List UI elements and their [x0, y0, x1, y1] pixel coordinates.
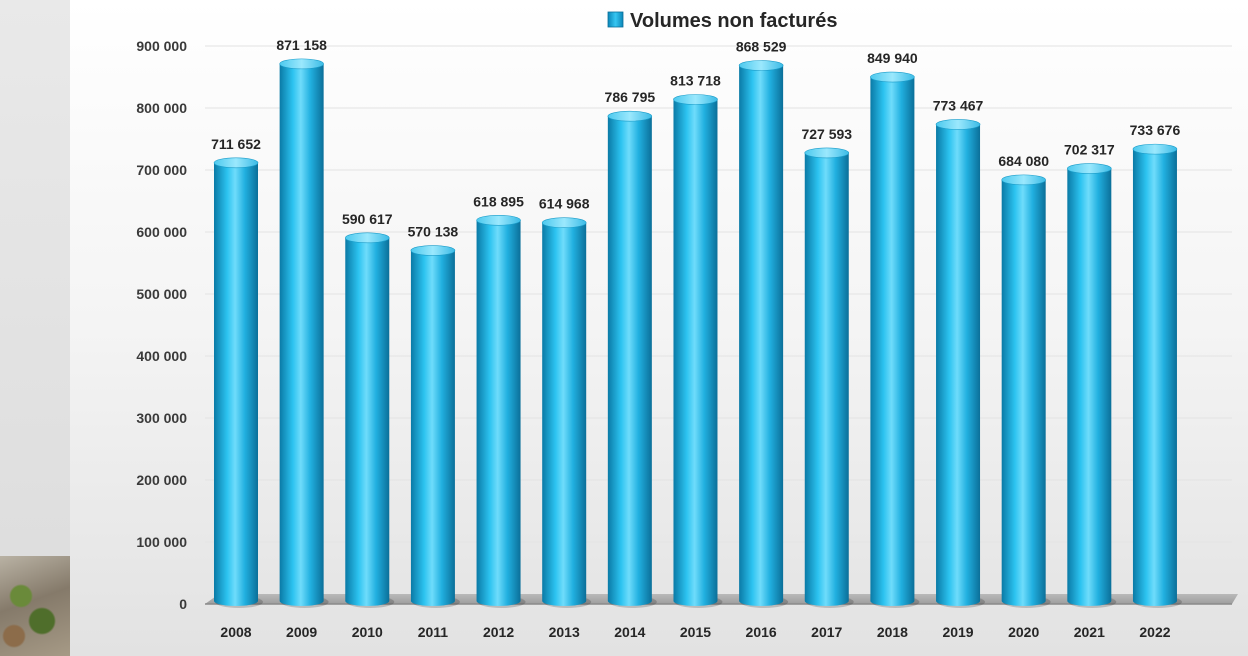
x-tick-label: 2012: [483, 624, 514, 640]
bar-2009: [279, 58, 329, 608]
bar-top: [1001, 174, 1046, 186]
bar-body: [345, 237, 390, 607]
x-tick-label: 2013: [549, 624, 580, 640]
data-label: 590 617: [342, 211, 393, 227]
bar-body: [936, 124, 981, 606]
bar-body: [607, 116, 652, 606]
x-tick-label: 2019: [942, 624, 973, 640]
x-tick-label: 2015: [680, 624, 711, 640]
bar-body: [542, 222, 587, 606]
bar-2016: [738, 60, 789, 608]
bar-2020: [1001, 174, 1051, 608]
y-tick-label: 400 000: [136, 348, 187, 364]
data-label: 684 080: [998, 153, 1049, 169]
bar-top: [279, 58, 324, 70]
bar-top: [1067, 163, 1112, 174]
y-tick-label: 800 000: [136, 100, 187, 116]
y-tick-label: 900 000: [136, 38, 187, 54]
x-axis-ticks: 2008 2009 2010 2011 2012 2013 2014 2015 2016 2017…: [220, 624, 1170, 640]
legend: Volumes non facturés: [607, 10, 837, 32]
bar-body: [1001, 179, 1046, 607]
data-label: 871 158: [276, 37, 327, 53]
bar-2010: [344, 232, 395, 608]
data-label: 614 968: [539, 196, 590, 212]
y-tick-label: 300 000: [136, 410, 187, 426]
y-tick-label: 200 000: [136, 472, 187, 488]
data-label: 733 676: [1130, 122, 1181, 138]
bar-top: [410, 245, 456, 256]
left-margin-strip: [0, 0, 70, 656]
bar-body: [739, 65, 784, 606]
bar-2015: [673, 94, 723, 608]
data-label: 702 317: [1064, 142, 1115, 158]
x-tick-label: 2011: [418, 624, 449, 640]
bar-top: [870, 71, 915, 83]
bar-2021: [1067, 163, 1117, 608]
y-tick-label: 500 000: [136, 286, 187, 302]
x-tick-label: 2010: [352, 624, 383, 640]
corner-photo: [0, 556, 70, 656]
x-tick-label: 2014: [614, 624, 645, 640]
bar-body: [476, 220, 521, 606]
x-tick-label: 2017: [811, 624, 842, 640]
x-tick-label: 2016: [746, 624, 777, 640]
bar-2011: [410, 245, 460, 608]
bar-2019: [935, 119, 986, 608]
x-tick-label: 2022: [1139, 624, 1170, 640]
bars: [213, 58, 1182, 608]
y-tick-label: 0: [179, 596, 187, 612]
data-label: 727 593: [801, 126, 852, 142]
data-label: 786 795: [605, 89, 656, 105]
bar-2018: [870, 71, 920, 608]
data-label: 570 138: [408, 224, 459, 240]
bar-2013: [541, 217, 592, 608]
bar-top: [344, 232, 390, 244]
x-tick-label: 2018: [877, 624, 908, 640]
bar-top: [804, 147, 850, 159]
bar-body: [673, 99, 718, 606]
bar-body: [214, 162, 258, 606]
bar-2022: [1132, 143, 1182, 608]
bar-2008: [213, 157, 263, 608]
data-label: 773 467: [933, 97, 984, 113]
bar-top: [935, 119, 981, 130]
y-tick-label: 700 000: [136, 162, 187, 178]
x-tick-label: 2009: [286, 624, 317, 640]
y-tick-label: 600 000: [136, 224, 187, 240]
x-tick-label: 2020: [1008, 624, 1039, 640]
bar-2017: [804, 147, 854, 608]
y-axis-ticks: 0 100 000 200 000 300 000 400 000 500 000 600 …: [136, 38, 187, 612]
y-tick-label: 100 000: [136, 534, 187, 550]
data-label: 813 718: [670, 72, 721, 88]
legend-label: Volumes non facturés: [630, 10, 837, 32]
data-label: 849 940: [867, 50, 918, 66]
bar-top: [541, 217, 587, 229]
bar-top: [607, 110, 653, 122]
x-tick-label: 2021: [1074, 624, 1105, 640]
data-label: 868 529: [736, 39, 787, 55]
bar-top: [738, 60, 784, 71]
bar-body: [870, 77, 915, 606]
legend-swatch: [607, 11, 624, 28]
bar-top: [673, 94, 718, 105]
x-tick-label: 2008: [220, 624, 251, 640]
data-label: 711 652: [211, 136, 261, 152]
bar-body: [279, 63, 324, 607]
bar-2012: [476, 214, 526, 608]
bar-top: [476, 214, 521, 226]
plot-background: [70, 0, 1248, 656]
bar-top: [1132, 143, 1178, 155]
bar-2014: [607, 110, 657, 608]
data-label: 618 895: [473, 193, 524, 209]
data-labels: 711 652 871 158 590 617 570 138 618 895 614 9…: [211, 37, 1180, 240]
bar-body: [1067, 168, 1112, 606]
bar-body: [804, 152, 849, 606]
bar-body: [1132, 149, 1177, 606]
bar-top: [213, 157, 259, 169]
bar-body: [410, 250, 455, 606]
